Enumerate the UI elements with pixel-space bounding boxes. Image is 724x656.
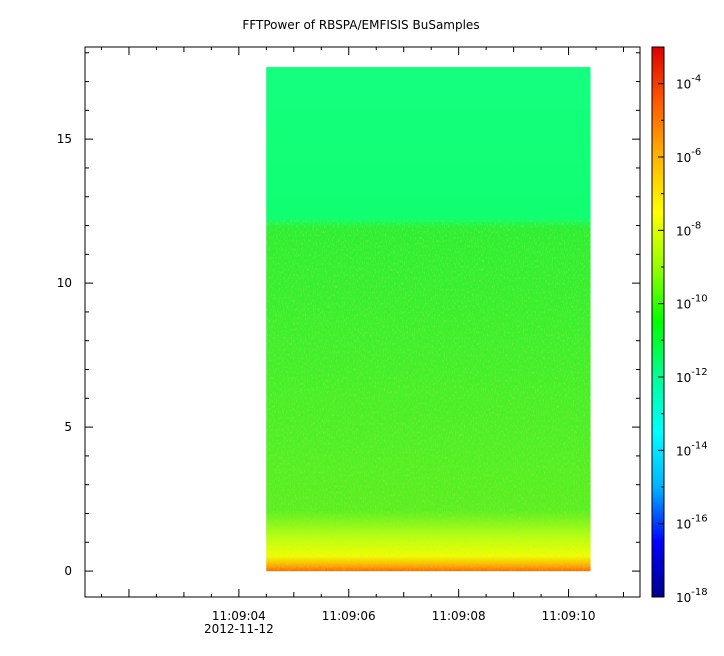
colorbar-tick-label: 10-12 xyxy=(676,367,708,385)
colorbar-tick-label: 10-6 xyxy=(676,147,701,165)
y-tick-label: 15 xyxy=(57,132,72,146)
colorbar-tick-label: 10-8 xyxy=(676,220,701,238)
x-tick-date-label: 2012-11-12 xyxy=(204,622,274,636)
colorbar-tick-label: 10-10 xyxy=(676,294,708,312)
chart-title: FFTPower of RBSPA/EMFISIS BuSamples xyxy=(242,18,479,32)
y-tick-label: 5 xyxy=(64,420,72,434)
y-tick-label: 0 xyxy=(64,564,72,578)
power-speckle xyxy=(266,219,591,572)
colorbar-tick-label: 10-14 xyxy=(676,440,708,458)
colorbar-tick-label: 10-18 xyxy=(676,587,708,605)
colorbar xyxy=(651,46,665,598)
colorbar-tick-label: 10-4 xyxy=(676,74,701,92)
colorbar-axis: 10-18 10-16 10-14 10-12 10-10 10-8 10-6 10-4 xyxy=(658,46,708,605)
y-axis: 0 5 10 15 xyxy=(57,52,640,578)
x-tick-label: 11:09:06 xyxy=(322,609,376,623)
spectrogram-image xyxy=(266,67,591,572)
x-tick-label: 11:09:08 xyxy=(432,609,486,623)
y-tick-label: 10 xyxy=(57,276,72,290)
colorbar-tick-label: 10-16 xyxy=(676,514,708,532)
x-tick-label: 11:09:04 xyxy=(212,609,266,623)
x-tick-label: 11:09:10 xyxy=(542,609,596,623)
